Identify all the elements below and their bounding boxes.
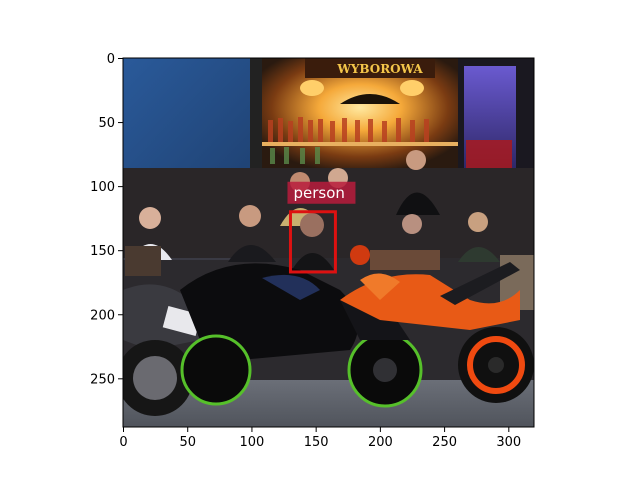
y-tick-label: 50 [98, 116, 115, 131]
x-tick-label: 100 [240, 435, 265, 450]
axes-frame [122, 57, 535, 428]
y-tick-label: 150 [90, 244, 115, 259]
x-axis: 0 50 100 150 200 250 300 [119, 427, 521, 450]
x-tick-label: 250 [432, 435, 457, 450]
photo-image: WYBOROWA [123, 58, 534, 427]
y-axis: 0 50 100 150 200 250 [90, 52, 123, 387]
y-tick-label: 0 [107, 52, 115, 67]
y-tick-label: 250 [90, 372, 115, 387]
detection-box [288, 210, 337, 274]
sign-text: WYBOROWA [336, 62, 423, 76]
x-tick-label: 150 [304, 435, 329, 450]
x-tick-label: 0 [119, 435, 127, 450]
detection-label-background [287, 181, 356, 204]
detection-annotation: person [287, 181, 356, 274]
x-tick-label: 300 [496, 435, 521, 450]
detection-label: person [293, 184, 344, 202]
y-tick-label: 100 [90, 180, 115, 195]
y-tick-label: 200 [90, 308, 115, 323]
x-tick-label: 200 [368, 435, 393, 450]
x-tick-label: 50 [179, 435, 196, 450]
